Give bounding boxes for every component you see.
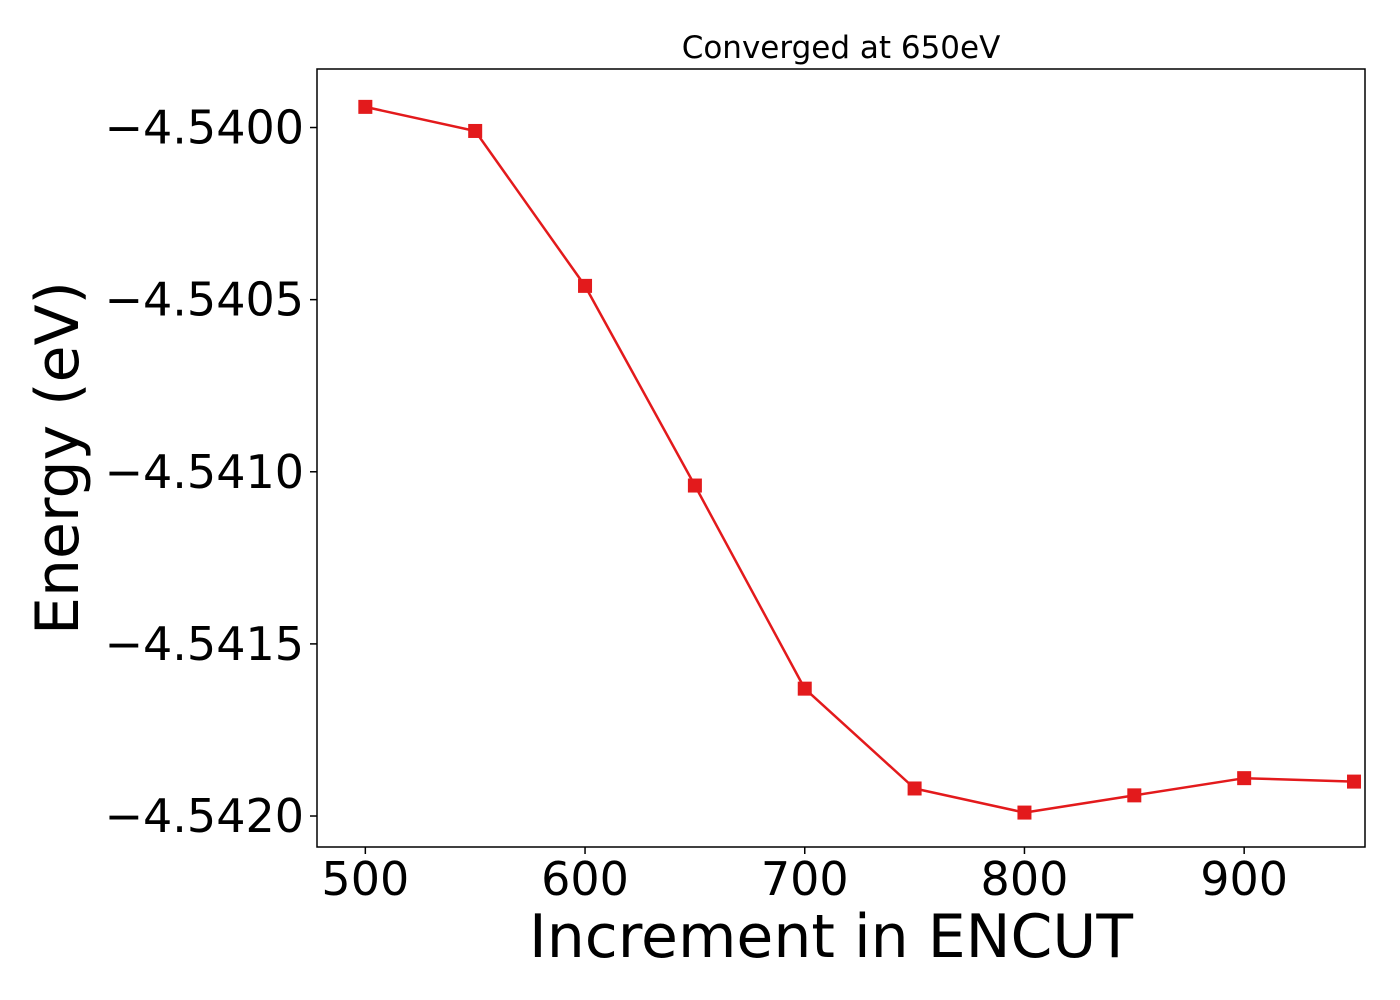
data-point-marker xyxy=(1017,805,1032,820)
y-tick-label: −4.5420 xyxy=(105,789,305,843)
y-axis-label: Energy (eV) xyxy=(23,281,93,635)
data-point-marker xyxy=(358,99,373,114)
data-point-marker xyxy=(1347,774,1362,789)
y-tick-label: −4.5400 xyxy=(105,101,305,155)
y-tick-label: −4.5415 xyxy=(105,617,305,671)
x-tick-label: 800 xyxy=(981,852,1069,906)
data-point-marker xyxy=(907,781,922,796)
x-tick-label: 900 xyxy=(1200,852,1288,906)
data-point-marker xyxy=(1237,771,1252,786)
x-tick-label: 700 xyxy=(761,852,849,906)
data-point-marker xyxy=(468,123,483,138)
data-point-marker xyxy=(1127,788,1142,803)
series-line xyxy=(365,105,1355,814)
data-points xyxy=(358,99,1362,820)
plot-frame xyxy=(316,68,1366,848)
data-point-marker xyxy=(578,278,593,293)
chart-title: Converged at 650eV xyxy=(682,30,1001,66)
data-point-marker xyxy=(797,681,812,696)
x-tick-label: 600 xyxy=(541,852,629,906)
x-axis-ticks: 500 600 700 800 900 xyxy=(321,847,1288,906)
x-tick-label: 500 xyxy=(321,852,409,906)
y-tick-label: −4.5410 xyxy=(105,445,305,499)
x-axis-label: Increment in ENCUT xyxy=(529,902,1133,972)
y-tick-label: −4.5405 xyxy=(105,273,305,327)
data-point-marker xyxy=(687,478,702,493)
y-axis-ticks: −4.5400 −4.5405 −4.5410 −4.5415 −4.5420 xyxy=(105,101,317,843)
